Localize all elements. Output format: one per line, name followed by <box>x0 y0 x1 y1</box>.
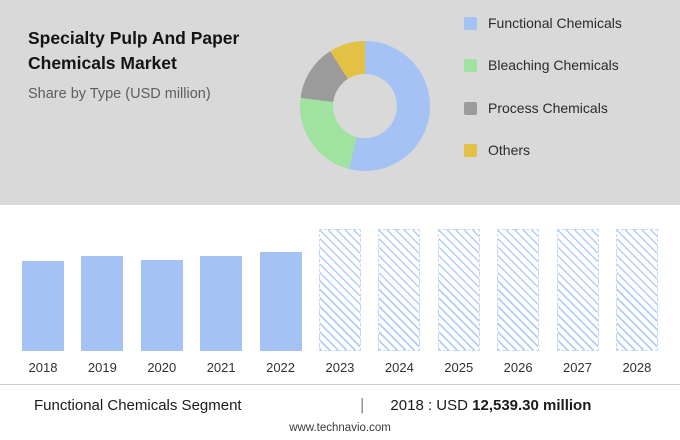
bar-track <box>378 229 421 351</box>
value-bar <box>140 260 183 351</box>
segment-label: Functional Chemicals Segment <box>34 396 242 414</box>
forecast-bar <box>437 229 480 351</box>
legend-label: Bleaching Chemicals <box>488 57 619 74</box>
bar-track <box>259 229 302 351</box>
bar-track <box>556 229 599 351</box>
value-bar <box>200 256 243 351</box>
bar-slot: 2025 <box>437 229 480 375</box>
forecast-bar <box>318 229 361 351</box>
stat-prefix: 2018 : USD <box>390 396 468 414</box>
donut-chart <box>300 40 430 171</box>
year-label: 2027 <box>563 360 592 375</box>
footer-info-row: Functional Chemicals Segment | 2018 : US… <box>0 385 680 419</box>
legend-swatch-icon <box>464 59 477 73</box>
forecast-bar <box>615 229 658 351</box>
bar-track <box>318 229 361 351</box>
page-title: Specialty Pulp And Paper Chemicals Marke… <box>28 28 240 74</box>
chart-panel: 2018 2019 2020 2021 2022 2023 2024 2025 2026 2027… <box>0 205 680 440</box>
year-label: 2022 <box>266 360 296 375</box>
value-bar <box>259 252 302 351</box>
year-label: 2028 <box>622 360 652 375</box>
bar-slot: 2020 <box>140 229 183 375</box>
separator: | <box>360 395 365 414</box>
bar-track <box>140 229 183 351</box>
bar-track <box>437 229 480 351</box>
legend-label: Functional Chemicals <box>488 15 622 31</box>
year-label: 2024 <box>384 360 414 375</box>
bar-chart-area: 2018 2019 2020 2021 2022 2023 2024 2025 2026 2027… <box>0 205 680 375</box>
bar-track <box>615 229 658 351</box>
donut-chart-area <box>272 0 458 205</box>
forecast-bar <box>497 229 540 351</box>
page-subtitle: Share by Type (USD million) <box>28 85 211 102</box>
forecast-bar <box>556 229 599 351</box>
legend-item: Others <box>464 142 662 159</box>
bar-chart: 2018 2019 2020 2021 2022 2023 2024 2025 2026 2027… <box>22 229 658 375</box>
donut-hole <box>333 73 397 138</box>
legend-item: Bleaching Chemicals <box>464 57 662 74</box>
legend-label: Others <box>488 142 531 159</box>
forecast-bar <box>378 229 421 351</box>
legend-swatch-icon <box>464 101 477 115</box>
bar-track <box>497 229 540 351</box>
bar-slot: 2021 <box>200 229 243 375</box>
stat-text: 2018 : USD 12,539.30 million <box>390 397 591 414</box>
stat-value: 12,539.30 million <box>472 396 592 414</box>
website-link: www.technavio.com <box>289 422 391 434</box>
year-label: 2018 <box>28 360 58 375</box>
bar-slot: 2023 <box>318 229 361 375</box>
legend-swatch-icon <box>464 144 477 158</box>
year-label: 2020 <box>147 360 177 375</box>
header-panel: Specialty Pulp And Paper Chemicals Marke… <box>0 0 680 205</box>
value-bar <box>81 256 124 351</box>
year-label: 2023 <box>325 360 355 375</box>
bar-track <box>200 229 243 351</box>
year-label: 2026 <box>503 360 533 375</box>
legend-item: Process Chemicals <box>464 99 662 116</box>
bar-track <box>22 229 64 351</box>
bar-slot: 2019 <box>81 229 124 375</box>
value-bar <box>22 261 64 351</box>
bar-track <box>81 229 124 351</box>
bar-slot: 2028 <box>615 229 658 375</box>
year-label: 2019 <box>87 360 117 375</box>
bar-slot: 2024 <box>378 229 421 375</box>
title-block: Specialty Pulp And Paper Chemicals Marke… <box>0 0 272 205</box>
year-label: 2021 <box>206 360 236 375</box>
divider-line <box>0 384 680 385</box>
bar-slot: 2027 <box>556 229 599 375</box>
bar-slot: 2026 <box>497 229 540 375</box>
legend-label: Process Chemicals <box>488 99 608 116</box>
legend-item: Functional Chemicals <box>464 15 662 31</box>
bar-slot: 2018 <box>22 229 64 375</box>
year-label: 2025 <box>444 360 474 375</box>
bar-slot: 2022 <box>259 229 302 375</box>
legend: Functional Chemicals Bleaching Chemicals P… <box>464 0 680 205</box>
legend-swatch-icon <box>464 17 477 30</box>
